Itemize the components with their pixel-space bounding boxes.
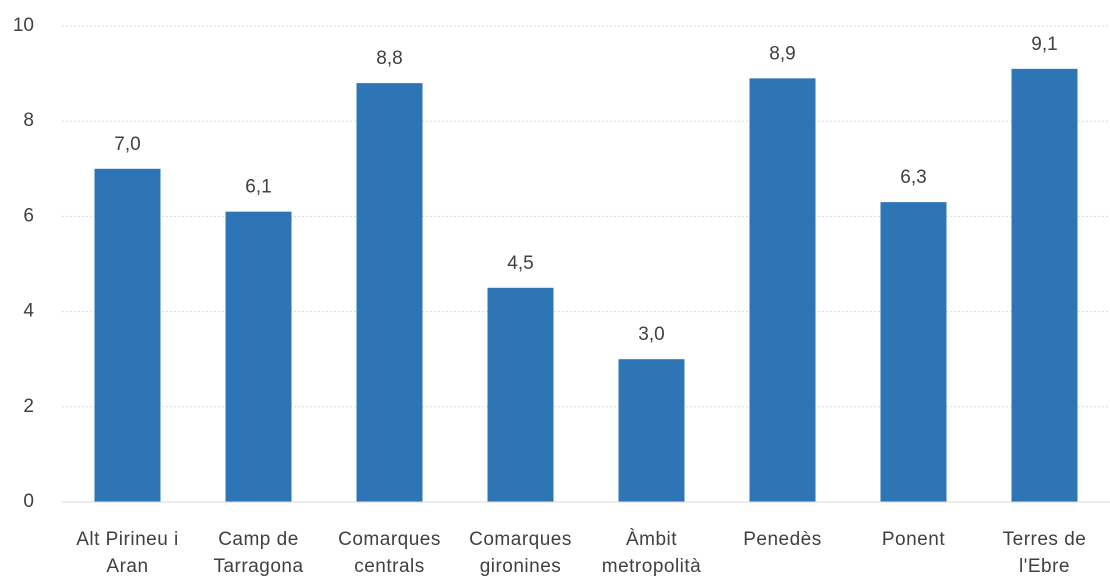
- x-tick-label: Camp de Tarragona: [213, 529, 304, 577]
- value-label: 6,1: [245, 177, 271, 198]
- bar: [1011, 68, 1078, 502]
- bar: [618, 359, 685, 502]
- value-label: 7,0: [114, 134, 140, 155]
- x-tick-label: Penedès: [743, 529, 822, 550]
- x-tick-label: Terres de l'Ebre: [1002, 529, 1087, 577]
- bar: [94, 168, 161, 503]
- value-label: 4,5: [507, 253, 533, 274]
- bar: [487, 287, 554, 502]
- y-tick-label: 6: [23, 205, 34, 226]
- x-tick-label: Alt Pirineu i Aran: [76, 529, 179, 577]
- y-tick-label: 4: [23, 301, 34, 322]
- value-label: 3,0: [638, 324, 664, 345]
- x-tick-label: Comarques centrals: [338, 529, 441, 577]
- y-tick-label: 10: [13, 15, 34, 36]
- bar: [749, 78, 816, 503]
- x-tick-label: Ponent: [881, 529, 946, 550]
- x-tick-label: Àmbit metropolità: [601, 529, 702, 577]
- y-tick-label: 8: [23, 110, 34, 131]
- bar: [225, 211, 292, 502]
- bar: [880, 202, 947, 502]
- value-label: 8,8: [376, 48, 402, 69]
- value-label: 9,1: [1031, 34, 1057, 55]
- bar: [356, 83, 423, 503]
- value-label: 6,3: [900, 167, 926, 188]
- value-label: 8,9: [769, 43, 795, 64]
- y-tick-label: 2: [23, 396, 34, 417]
- x-tick-label: Comarques gironines: [469, 529, 572, 577]
- y-tick-label: 0: [23, 491, 34, 512]
